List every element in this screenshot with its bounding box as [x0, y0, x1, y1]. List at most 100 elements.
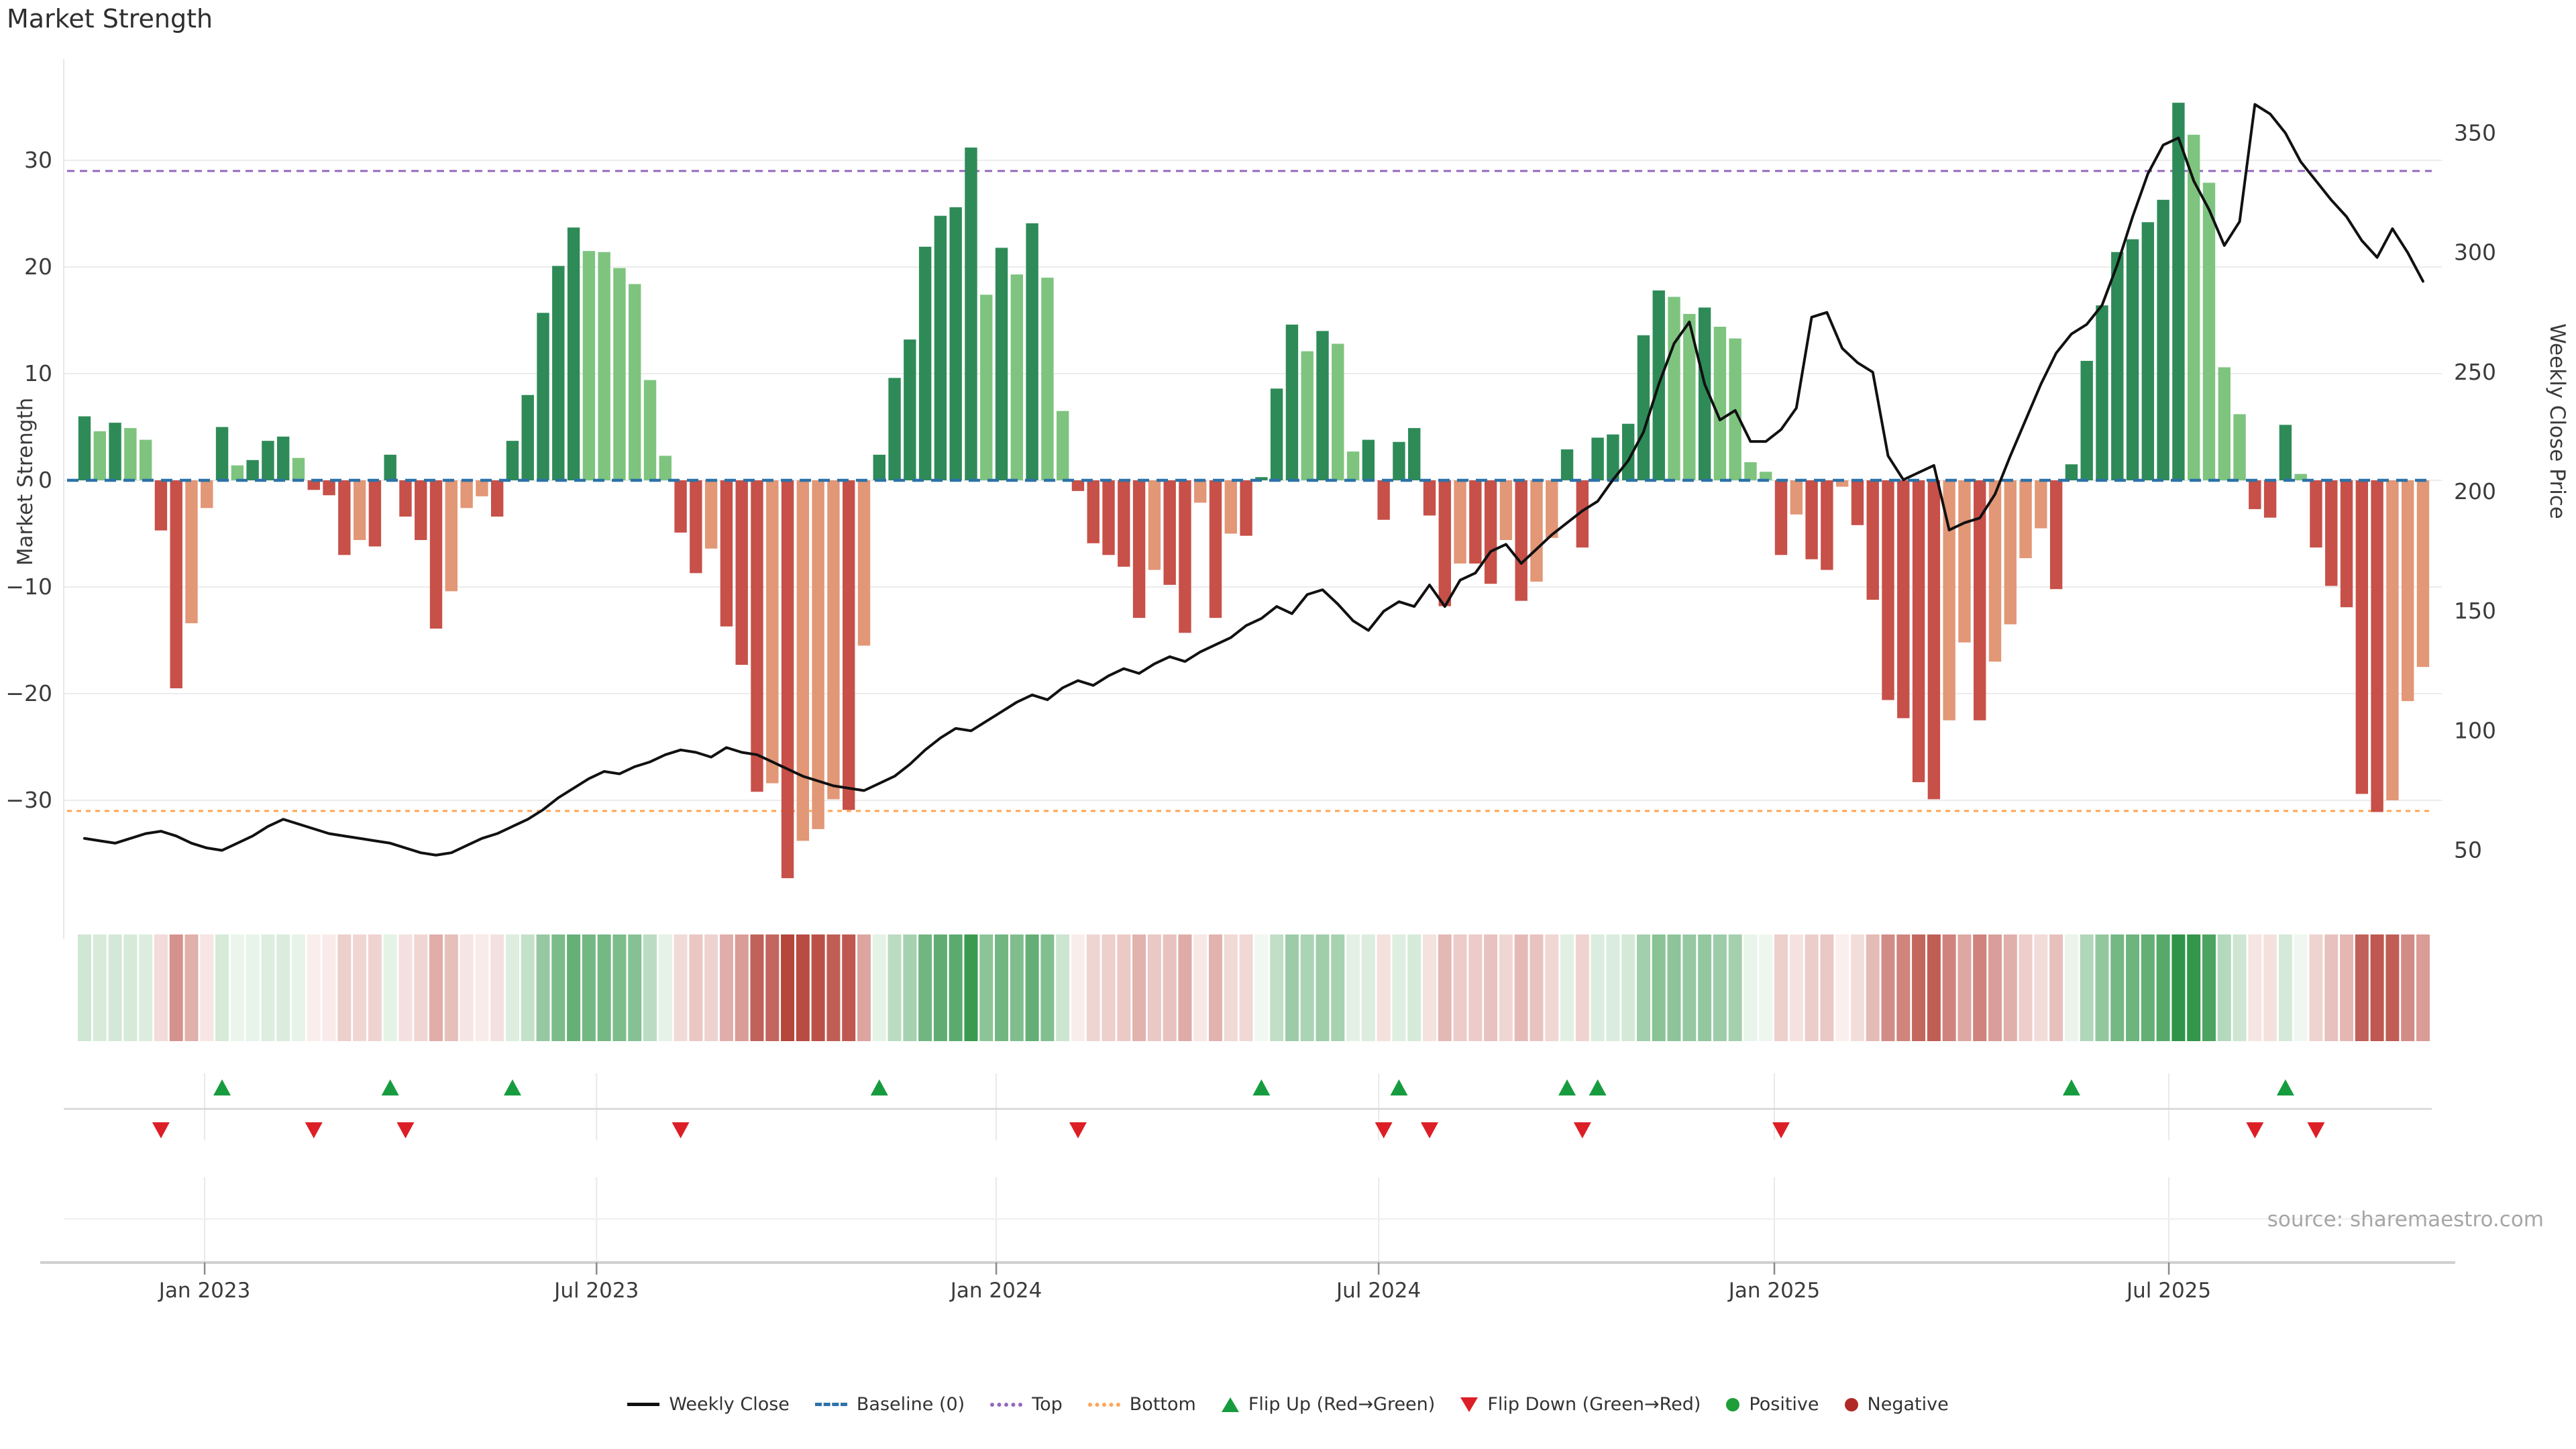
- strength-bar-negative: [720, 480, 733, 627]
- strength-bar-negative: [1102, 480, 1115, 555]
- strength-bar-positive: [292, 458, 305, 480]
- strength-bar-positive: [1713, 327, 1727, 480]
- strength-bar-negative: [2310, 480, 2322, 548]
- heatmap-cell: [1239, 934, 1253, 1041]
- heatmap-cell: [2019, 934, 2033, 1041]
- strength-bar-positive: [949, 207, 962, 480]
- strength-bar-positive: [1285, 324, 1299, 480]
- negative-dot-icon: [1844, 1397, 1858, 1411]
- flip-down-marker: [1573, 1122, 1591, 1138]
- strength-bar-negative: [415, 480, 427, 541]
- strength-bar-positive: [613, 268, 626, 480]
- heatmap-cell: [1789, 934, 1803, 1041]
- heatmap-cell: [995, 934, 1009, 1041]
- heatmap-cell: [597, 934, 611, 1041]
- flip-down-marker: [152, 1122, 170, 1138]
- strength-bar-negative: [1835, 480, 1849, 487]
- strength-bar-negative: [1423, 480, 1436, 516]
- strength-bar-negative: [338, 480, 351, 555]
- legend-item-weekly-close: Weekly Close: [627, 1394, 790, 1415]
- legend-item-top: Top: [990, 1394, 1063, 1415]
- strength-bar-positive: [1760, 472, 1772, 480]
- heatmap-cell: [2080, 934, 2094, 1041]
- legend-label: Bottom: [1129, 1394, 1196, 1415]
- heatmap-cell: [475, 934, 489, 1041]
- heatmap-cell: [933, 934, 947, 1041]
- strength-bar-negative: [857, 480, 871, 646]
- strength-bar-positive: [904, 339, 916, 480]
- strength-bar-negative: [1148, 480, 1161, 570]
- strength-bar-positive: [552, 266, 565, 480]
- heatmap-cell: [658, 934, 672, 1041]
- page-title: Market Strength: [7, 4, 213, 34]
- heatmap-cell: [1010, 934, 1024, 1041]
- strength-bar-negative: [2325, 480, 2338, 586]
- flip-down-marker: [1069, 1122, 1087, 1138]
- heatmap-cell: [1805, 934, 1819, 1041]
- heatmap-cell: [1224, 934, 1238, 1041]
- x-axis-tick-label: Jan 2024: [949, 1279, 1042, 1303]
- strength-bar-positive: [1607, 434, 1619, 480]
- strength-bar-positive: [2172, 103, 2185, 480]
- heatmap-cell: [1209, 934, 1223, 1041]
- strength-bar-positive: [1041, 277, 1054, 480]
- dashed-line-swatch-icon: [814, 1403, 847, 1406]
- heatmap-cell: [872, 934, 886, 1041]
- strength-bar-positive: [2233, 414, 2246, 480]
- heatmap-cell: [1759, 934, 1773, 1041]
- strength-bar-positive: [2141, 222, 2155, 480]
- heatmap-cell: [2064, 934, 2078, 1041]
- strength-bar-negative: [1118, 480, 1130, 567]
- heatmap-cell: [1575, 934, 1589, 1041]
- legend-item-bottom: Bottom: [1087, 1394, 1196, 1415]
- flip-up-marker: [870, 1079, 888, 1095]
- strength-bar-negative: [1790, 480, 1803, 515]
- strength-bar-positive: [1408, 428, 1421, 480]
- strength-bar-positive: [1316, 331, 1329, 480]
- dotted-line-swatch-icon: [990, 1402, 1023, 1407]
- strength-bar-negative: [1071, 480, 1085, 491]
- heatmap-cell: [781, 934, 795, 1041]
- flip-down-marker: [305, 1122, 323, 1138]
- strength-bar-positive: [2279, 425, 2292, 480]
- heatmap-cell: [184, 934, 199, 1041]
- heatmap-cell: [811, 934, 825, 1041]
- heatmap-cell: [1896, 934, 1911, 1041]
- heatmap-cell: [1912, 934, 1926, 1041]
- heatmap-cell: [1484, 934, 1498, 1041]
- strength-bar-positive: [1668, 297, 1680, 480]
- strength-bar-negative: [674, 480, 687, 533]
- heatmap-cell: [582, 934, 596, 1041]
- heatmap-cell: [750, 934, 764, 1041]
- legend-label: Weekly Close: [669, 1394, 790, 1415]
- strength-bar-negative: [1882, 480, 1894, 700]
- heatmap-cell: [1270, 934, 1284, 1041]
- strength-bar-negative: [1087, 480, 1099, 543]
- heatmap-cell: [93, 934, 107, 1041]
- heatmap-cell: [123, 934, 138, 1041]
- legend-label: Top: [1032, 1394, 1063, 1415]
- strength-bar-negative: [1469, 480, 1482, 564]
- heatmap-cell: [2034, 934, 2048, 1041]
- heatmap-cell: [1560, 934, 1574, 1041]
- heatmap-cell: [2110, 934, 2125, 1041]
- strength-bar-negative: [353, 480, 366, 541]
- heatmap-cell: [1438, 934, 1452, 1041]
- heatmap-cell: [1698, 934, 1712, 1041]
- left-axis-tick-label: 20: [24, 254, 52, 280]
- strength-bar-positive: [78, 416, 91, 480]
- strength-bar-positive: [1362, 439, 1375, 480]
- strength-bar-positive: [1255, 477, 1268, 480]
- heatmap-cell: [2126, 934, 2140, 1041]
- heatmap-cell: [215, 934, 229, 1041]
- x-axis-tick-label: Jan 2023: [158, 1279, 251, 1303]
- heatmap-cell: [2294, 934, 2308, 1041]
- heatmap-cell: [704, 934, 718, 1041]
- x-axis-tick-label: Jul 2024: [1335, 1279, 1421, 1303]
- heatmap-cell: [735, 934, 749, 1041]
- right-axis-tick-label: 100: [2454, 717, 2496, 743]
- strength-bar-positive: [965, 147, 977, 481]
- heatmap-cell: [1346, 934, 1360, 1041]
- heatmap-cell: [490, 934, 504, 1041]
- strength-bar-positive: [2080, 360, 2093, 480]
